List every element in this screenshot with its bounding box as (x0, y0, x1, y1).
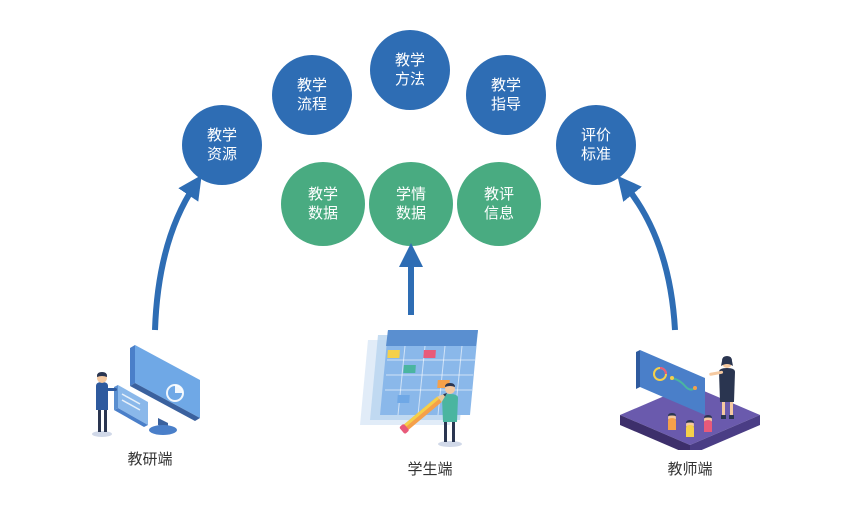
green-circle-0-line2: 数据 (308, 205, 338, 222)
endpoint-research-label: 教研端 (80, 448, 220, 469)
endpoint-student-label: 学生端 (350, 458, 510, 479)
blue-circle-2-line1: 教学 (395, 52, 425, 69)
endpoint-teacher: 教师端 (610, 330, 770, 479)
blue-circle-4-line1: 评价 (581, 127, 611, 144)
arrow-left (155, 185, 195, 330)
green-circle-2: 教评信息 (457, 162, 541, 246)
blue-circle-3-line1: 教学 (491, 77, 521, 94)
endpoint-teacher-label: 教师端 (610, 458, 770, 479)
endpoint-student: 学生端 (350, 320, 510, 479)
blue-circle-2-line2: 方法 (395, 71, 425, 88)
blue-circle-3: 教学指导 (466, 55, 546, 135)
blue-circle-3-line2: 指导 (491, 96, 521, 113)
green-circle-1: 学情数据 (369, 162, 453, 246)
blue-circle-2: 教学方法 (370, 30, 450, 110)
green-circle-0-line1: 教学 (308, 186, 338, 203)
research-illustration (80, 330, 220, 440)
green-circle-2-line2: 信息 (484, 205, 514, 222)
person-researcher (92, 372, 117, 437)
blue-circle-4-line2: 标准 (581, 146, 611, 163)
student-illustration (350, 320, 510, 450)
monitor-icon (114, 345, 200, 435)
blue-circle-1-line1: 教学 (297, 77, 327, 94)
calendar-icon (360, 330, 478, 425)
green-circle-1-line2: 数据 (396, 205, 426, 222)
blue-circle-0-line2: 资源 (207, 146, 237, 163)
green-circle-1-line1: 学情 (396, 186, 426, 203)
blue-circle-0-line1: 教学 (207, 127, 237, 144)
arrow-right (625, 185, 675, 330)
blue-circle-4: 评价标准 (556, 105, 636, 185)
green-circle-2-line1: 教评 (484, 186, 514, 203)
blue-circle-1-line2: 流程 (297, 96, 327, 113)
blue-circle-0: 教学资源 (182, 105, 262, 185)
blue-circle-1: 教学流程 (272, 55, 352, 135)
green-circle-0: 教学数据 (281, 162, 365, 246)
teacher-illustration (610, 330, 770, 450)
endpoint-research: 教研端 (80, 330, 220, 469)
